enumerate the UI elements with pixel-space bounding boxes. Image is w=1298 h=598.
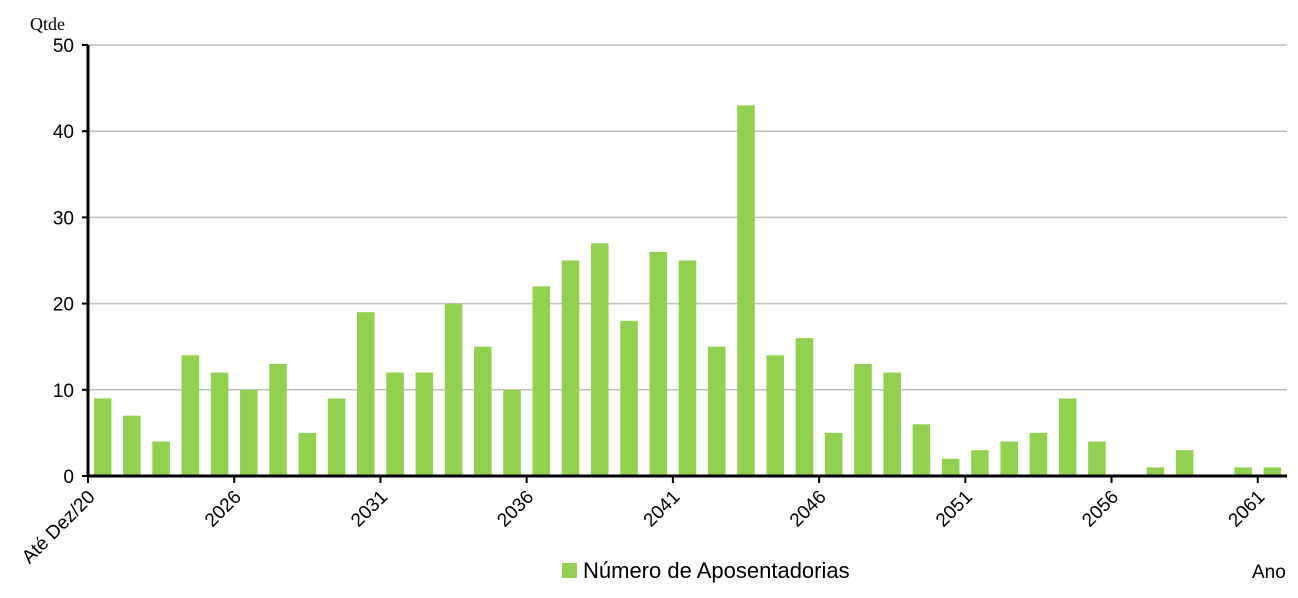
bar [503,389,521,476]
bar [240,389,258,476]
y-tick-label: 40 [53,122,74,143]
bar [444,303,463,476]
bar [883,372,901,476]
bar [795,338,814,476]
y-tick-label: 0 [63,467,74,488]
x-tick-label: 2046 [786,487,831,532]
bar [415,372,434,476]
bar [327,398,346,476]
x-tick-label: 2036 [493,487,538,532]
bar [737,105,755,476]
bar [620,320,638,476]
bar [824,432,843,476]
x-tick-label: 2031 [347,487,392,532]
x-tick-label: 2056 [1078,487,1123,532]
x-tick-label: 2061 [1225,487,1270,532]
bar [123,415,141,476]
bar [1029,432,1048,476]
bar [912,424,931,476]
bar [678,260,697,476]
x-tick-label: 2041 [640,487,685,532]
bar [181,355,200,476]
y-tick-label: 50 [53,36,74,57]
bar [474,346,492,476]
legend-swatch [562,563,577,578]
bar [1058,398,1077,476]
bar [707,346,726,476]
y-tick-label: 20 [53,295,74,316]
bar [152,441,170,476]
bar [1175,450,1194,476]
bar [766,355,785,476]
bar [941,458,960,476]
bar [971,450,989,476]
bar [1088,441,1106,476]
bar [269,363,287,476]
bar [1146,467,1165,476]
bar [1263,467,1282,476]
x-axis-label: Ano [1252,562,1286,583]
bar [1234,467,1252,476]
legend-label: Número de Aposentadorias [583,558,850,583]
bar [649,251,668,476]
bar [532,286,551,476]
y-tick-label: 30 [53,208,74,229]
y-tick-label: 10 [53,381,74,402]
y-axis-label: Qtde [30,14,65,34]
bar [93,398,112,476]
bar [1000,441,1018,476]
bar [210,372,229,476]
bar [561,260,580,476]
bar [386,372,404,476]
bar [357,312,375,476]
x-tick-label: 2026 [201,487,246,532]
bar [298,432,317,476]
x-tick-label: 2051 [932,487,977,532]
bar [854,363,872,476]
bar [590,243,609,476]
x-tick-label: Até Dez/20 [18,487,99,568]
